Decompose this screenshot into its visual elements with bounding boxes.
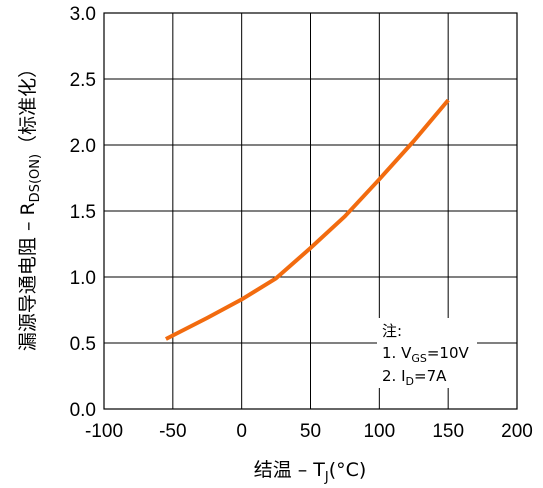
x-tick-label: 0 [236,421,247,442]
y-tick-label: 2.5 [70,70,96,91]
y-tick-label: 2.0 [70,136,96,157]
y-axis-title: 漏源导通电阻 – RDS(ON)（标准化） [17,59,43,351]
y-tick-label: 0.0 [70,400,96,421]
x-tick-label: 150 [432,421,464,442]
plot-frame [103,12,518,410]
y-tick-labels: 0.0 0.5 1.0 1.5 2.0 2.5 3.0 [70,4,96,421]
x-tick-label: 200 [501,421,533,442]
x-tick-label: -100 [85,421,123,442]
x-tick-label: 100 [363,421,395,442]
annotation-title: 注: [382,322,402,340]
y-tick-label: 1.0 [70,268,96,289]
data-series-line [164,98,450,341]
x-tick-labels: -100 -50 0 50 100 150 200 [85,421,533,442]
y-tick-label: 0.5 [70,334,96,355]
x-axis-title: 结温 – TJ(°C) [254,459,367,485]
annotation-line-id: 2. ID=7A [382,367,447,388]
annotation-box: 注: 1. VGS=10V 2. ID=7A [377,318,477,388]
y-tick-label: 1.5 [70,202,96,223]
y-tick-label: 3.0 [70,4,96,25]
x-tick-label: 50 [300,421,321,442]
x-tick-label: -50 [159,421,186,442]
annotation-background [377,318,477,388]
annotation-line-vgs: 1. VGS=10V [382,344,470,365]
